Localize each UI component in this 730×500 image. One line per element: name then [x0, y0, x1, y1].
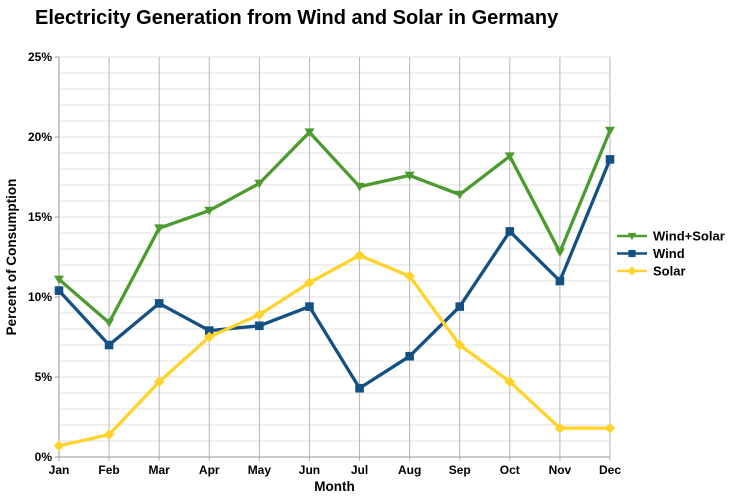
- x-tick-label: Feb: [98, 463, 119, 477]
- x-tick-label: Dec: [599, 463, 621, 477]
- x-tick-label: Mar: [149, 463, 171, 477]
- x-tick-label: May: [248, 463, 272, 477]
- series-line-solar: [57, 253, 612, 448]
- marker-wind-sep: [455, 302, 465, 311]
- diamond-marker-icon: [627, 266, 637, 276]
- marker-wind-solar-apr: [204, 206, 215, 216]
- marker-wind-solar-oct: [504, 152, 515, 161]
- legend-item-wind: Wind: [617, 246, 685, 261]
- legend-label: Solar: [653, 264, 686, 279]
- marker-solar-dec: [604, 422, 616, 434]
- marker-wind-solar-aug: [404, 171, 415, 181]
- x-tick-label: Jun: [299, 463, 320, 477]
- x-tick-label: Jul: [351, 463, 368, 477]
- y-tick-label: 20%: [28, 130, 52, 144]
- marker-wind-solar-jun: [304, 128, 315, 137]
- series-line-wind: [57, 157, 612, 390]
- legend-label: Wind+Solar: [653, 229, 725, 244]
- x-tick-label: Oct: [500, 463, 520, 477]
- marker-wind-may: [255, 321, 264, 331]
- marker-wind-solar-jul: [354, 182, 365, 192]
- marker-solar-aug: [404, 270, 415, 282]
- marker-wind-solar-mar: [154, 224, 165, 233]
- marker-wind-apr: [204, 326, 214, 335]
- x-tick-label: Nov: [549, 463, 572, 477]
- marker-wind-aug: [405, 351, 414, 361]
- marker-solar-nov: [554, 422, 566, 434]
- x-tick-label: Jan: [49, 463, 70, 477]
- marker-solar-sep: [454, 339, 466, 351]
- marker-wind-feb: [104, 340, 114, 350]
- y-tick-label: 0%: [35, 450, 53, 464]
- marker-wind-jan: [54, 286, 64, 295]
- marker-wind-solar-sep: [454, 190, 465, 200]
- marker-wind-mar: [154, 299, 164, 308]
- y-tick-label: 5%: [35, 370, 53, 384]
- marker-wind-solar-feb: [104, 318, 115, 328]
- triangle-down-marker-icon: [627, 232, 637, 241]
- marker-wind-solar-nov: [554, 248, 565, 257]
- marker-solar-jun: [304, 277, 315, 288]
- marker-solar-may: [254, 309, 265, 320]
- marker-solar-apr: [203, 331, 215, 343]
- marker-wind-nov: [555, 276, 565, 286]
- marker-solar-feb: [103, 429, 115, 440]
- series-line-wind-solar: [57, 128, 612, 325]
- y-axis-title: Percent of Consumption: [4, 179, 19, 336]
- legend-item-solar: Solar: [617, 264, 686, 279]
- marker-solar-oct: [504, 376, 516, 388]
- marker-solar-mar: [153, 376, 165, 388]
- marker-solar-jan: [53, 440, 65, 452]
- marker-wind-solar-dec: [605, 126, 615, 136]
- square-marker-icon: [628, 249, 636, 258]
- x-tick-label: Aug: [398, 463, 421, 477]
- marker-wind-oct: [505, 227, 515, 236]
- marker-wind-dec: [605, 155, 615, 164]
- y-tick-label: 25%: [28, 50, 52, 64]
- marker-wind-solar-may: [254, 179, 265, 189]
- x-axis-title: Month: [314, 479, 354, 494]
- y-tick-label: 15%: [28, 210, 52, 224]
- x-tick-label: Sep: [449, 463, 471, 477]
- legend-item-wind-solar: Wind+Solar: [617, 229, 725, 244]
- chart-title: Electricity Generation from Wind and Sol…: [35, 7, 559, 29]
- marker-wind-jul: [355, 383, 364, 393]
- x-tick-label: Apr: [199, 463, 220, 477]
- marker-wind-jun: [305, 302, 314, 311]
- marker-wind-solar-jan: [54, 275, 64, 285]
- marker-solar-jul: [354, 250, 365, 261]
- legend-label: Wind: [653, 246, 685, 261]
- y-tick-label: 10%: [28, 290, 52, 304]
